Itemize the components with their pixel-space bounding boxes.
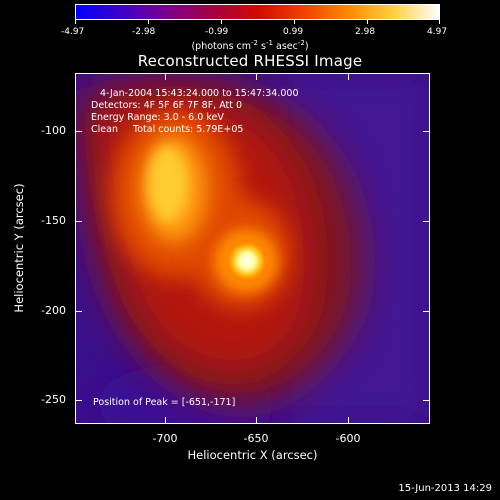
colorbar-tick-label: 0.99 bbox=[283, 27, 304, 37]
y-tick bbox=[423, 400, 430, 401]
x-axis-title: Heliocentric X (arcsec) bbox=[187, 448, 318, 462]
y-tick bbox=[75, 131, 82, 132]
colorbar-tick bbox=[439, 20, 440, 24]
image-peak-core bbox=[225, 239, 269, 283]
x-tick-label: -650 bbox=[243, 432, 269, 445]
y-tick bbox=[423, 221, 430, 222]
colorbar-tick bbox=[294, 20, 295, 24]
x-tick bbox=[348, 73, 349, 80]
x-tick bbox=[165, 73, 166, 80]
x-tick bbox=[165, 417, 166, 424]
colorbar-tick-label: -0.99 bbox=[205, 27, 229, 37]
colorbar-tick bbox=[148, 20, 149, 24]
x-tick bbox=[256, 73, 257, 80]
x-tick bbox=[348, 417, 349, 424]
info-time-range: 4-Jan-2004 15:43:24.000 to 15:47:34.000 bbox=[100, 88, 299, 99]
y-tick-label: -100 bbox=[41, 124, 66, 137]
info-peak-position: Position of Peak = [-651,-171] bbox=[93, 397, 236, 408]
colorbar-tick-label: 2.98 bbox=[355, 27, 376, 37]
y-tick bbox=[423, 311, 430, 312]
y-axis-title: Heliocentric Y (arcsec) bbox=[12, 183, 26, 313]
colorbar-tick-label: -2.98 bbox=[132, 27, 156, 37]
image-title: Reconstructed RHESSI Image bbox=[137, 52, 363, 70]
image-plot-area bbox=[75, 73, 430, 424]
timestamp: 15-Jun-2013 14:29 bbox=[398, 483, 492, 494]
colorbar-tick-label: 4.97 bbox=[427, 27, 448, 37]
y-tick-label: -150 bbox=[41, 214, 66, 227]
colorbar-tick-label: -4.97 bbox=[61, 27, 85, 37]
colorbar bbox=[75, 4, 440, 20]
y-tick bbox=[75, 400, 82, 401]
info-counts: Clean Total counts: 5.79E+05 bbox=[91, 124, 244, 135]
y-tick bbox=[75, 311, 82, 312]
info-energy-range: Energy Range: 3.0 - 6.0 keV bbox=[91, 112, 224, 123]
x-tick-label: -700 bbox=[152, 432, 178, 445]
image-emission-region bbox=[148, 146, 188, 222]
colorbar-tick bbox=[221, 20, 222, 24]
info-detectors: Detectors: 4F 5F 6F 7F 8F, Att 0 bbox=[91, 100, 243, 111]
colorbar-unit-label: (photons cm-2 s-1 asec-2) bbox=[191, 39, 309, 52]
x-tick-label: -600 bbox=[335, 432, 361, 445]
colorbar-tick bbox=[367, 20, 368, 24]
y-tick bbox=[75, 221, 82, 222]
colorbar-tick bbox=[75, 20, 76, 24]
y-tick bbox=[423, 131, 430, 132]
y-tick-label: -250 bbox=[41, 393, 66, 406]
x-tick bbox=[256, 417, 257, 424]
y-tick-label: -200 bbox=[41, 304, 66, 317]
rhessi-image bbox=[76, 74, 429, 423]
